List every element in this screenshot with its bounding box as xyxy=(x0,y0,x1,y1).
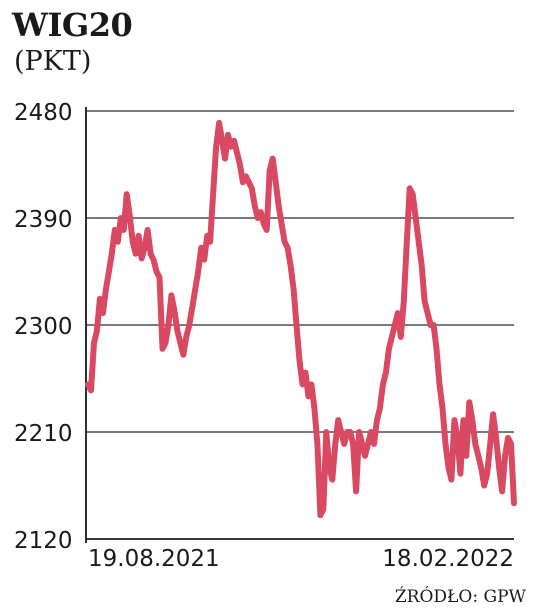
y-tick-label: 2120 xyxy=(14,528,73,554)
y-tick-label: 2390 xyxy=(14,207,73,233)
y-tick-label: 2300 xyxy=(14,314,73,340)
x-tick-label: 19.08.2021 xyxy=(88,546,220,572)
chart-unit: (PKT) xyxy=(14,46,92,77)
series-line xyxy=(85,119,517,519)
x-tick-label: 18.02.2022 xyxy=(382,546,514,572)
y-tick-label: 2480 xyxy=(14,100,73,126)
source-note: ŹRÓDŁO: GPW xyxy=(394,587,526,607)
y-tick-label: 2210 xyxy=(14,421,73,447)
chart-title: WIG20 xyxy=(12,6,133,44)
